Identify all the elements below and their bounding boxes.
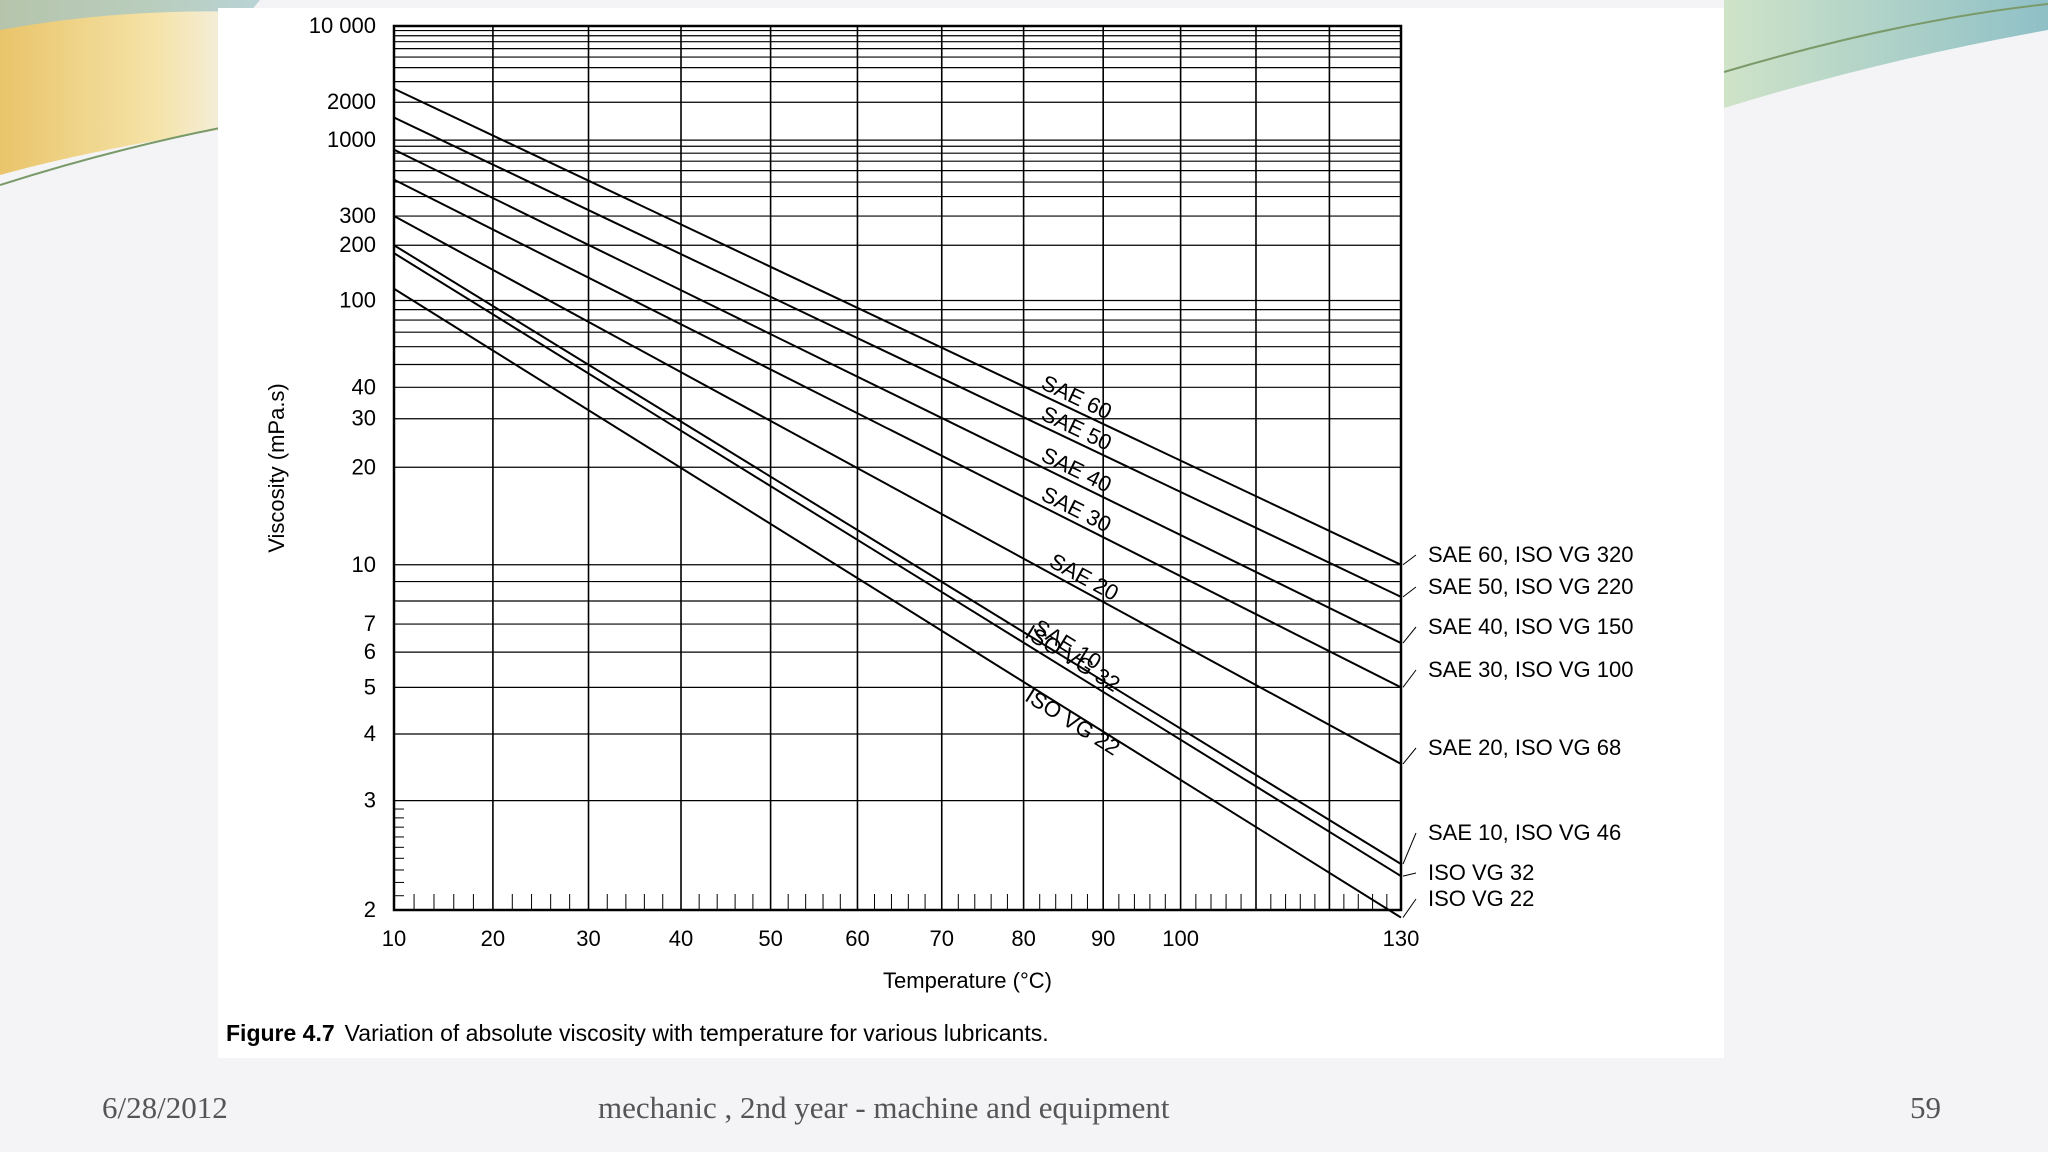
series-line-sae-60 xyxy=(393,87,1402,566)
x-tick-label: 30 xyxy=(576,926,600,951)
x-tick-label: 100 xyxy=(1162,926,1199,951)
y-tick-label: 10 xyxy=(352,552,376,577)
series-line-sae-50 xyxy=(393,116,1402,598)
x-tick-label: 60 xyxy=(845,926,869,951)
y-tick-label: 5 xyxy=(364,674,376,699)
x-tick-label: 130 xyxy=(1383,926,1420,951)
footer-date: 6/28/2012 xyxy=(102,1090,228,1125)
x-axis-title: Temperature (°C) xyxy=(883,968,1052,993)
figure-title: Variation of absolute viscosity with tem… xyxy=(344,1020,1049,1046)
footer-page-number: 59 xyxy=(1910,1090,1941,1125)
viscosity-chart: 10 20 30 40 50 60 70 80 90 100 130 10 000 2000 1000 30… xyxy=(264,13,1633,993)
series-line-sae-10 xyxy=(393,244,1402,865)
series-line-iso-vg-32 xyxy=(393,252,1402,877)
y-tick-label: 40 xyxy=(352,374,376,399)
series-legend-label: SAE 20, ISO VG 68 xyxy=(1428,735,1621,760)
y-axis-title: Viscosity (mPa.s) xyxy=(264,383,289,553)
series-legend-label: ISO VG 22 xyxy=(1428,886,1534,911)
y-tick-label: 300 xyxy=(339,203,376,228)
y-tick-label: 20 xyxy=(352,454,376,479)
y-tick-label: 100 xyxy=(339,288,376,313)
series-legend-label: ISO VG 32 xyxy=(1428,860,1534,885)
chart-series xyxy=(393,87,1402,919)
x-tick-label: 50 xyxy=(758,926,782,951)
chart-labels: 10 20 30 40 50 60 70 80 90 100 130 10 000 2000 1000 30… xyxy=(264,13,1633,993)
legend-leader-line xyxy=(1402,669,1417,688)
y-tick-label: 2000 xyxy=(327,89,376,114)
series-legend-label: SAE 10, ISO VG 46 xyxy=(1428,820,1621,845)
series-legend-label: SAE 50, ISO VG 220 xyxy=(1428,574,1633,599)
footer-title: mechanic , 2nd year - machine and equipm… xyxy=(598,1090,1170,1125)
y-tick-label: 3 xyxy=(364,788,376,813)
legend-leader-line xyxy=(1402,554,1417,566)
y-tick-label: 7 xyxy=(364,611,376,636)
series-legend-label: SAE 40, ISO VG 150 xyxy=(1428,614,1633,639)
right-accent-line xyxy=(1723,3,2048,73)
series-legend-label: SAE 30, ISO VG 100 xyxy=(1428,657,1633,682)
figure-number: Figure 4.7 xyxy=(226,1020,335,1046)
x-tick-label: 80 xyxy=(1011,926,1035,951)
series-line-sae-40 xyxy=(393,148,1402,644)
x-tick-label: 40 xyxy=(669,926,693,951)
legend-leader-line xyxy=(1402,872,1417,877)
figure-panel: 10 20 30 40 50 60 70 80 90 100 130 10 000 2000 1000 30… xyxy=(218,8,1724,1058)
series-legend-label: SAE 60, ISO VG 320 xyxy=(1428,542,1633,567)
series-line-sae-30 xyxy=(393,178,1402,689)
y-tick-label: 1000 xyxy=(327,127,376,152)
right-swoosh xyxy=(1724,0,2048,108)
plot-frame xyxy=(392,24,1403,912)
series-line-iso-vg-22 xyxy=(393,287,1402,919)
y-tick-label: 200 xyxy=(339,232,376,257)
x-tick-label: 20 xyxy=(481,926,505,951)
figure-caption: Figure 4.7 Variation of absolute viscosit… xyxy=(226,1020,1049,1047)
y-tick-label: 4 xyxy=(364,721,376,746)
x-tick-label: 70 xyxy=(930,926,954,951)
legend-leader-line xyxy=(1402,898,1417,918)
chart-grid xyxy=(392,24,1403,912)
legend-leader-line xyxy=(1402,586,1417,598)
x-tick-label: 90 xyxy=(1091,926,1115,951)
x-tick-label: 10 xyxy=(382,926,406,951)
y-tick-label: 10 000 xyxy=(309,13,376,38)
left-swoosh xyxy=(0,0,260,175)
y-tick-label: 2 xyxy=(364,897,376,922)
legend-leader-line xyxy=(1402,832,1417,865)
legend-leader-line xyxy=(1402,626,1417,644)
series-line-sae-20 xyxy=(393,215,1402,765)
left-accent-line xyxy=(0,127,221,186)
y-tick-label: 6 xyxy=(364,639,376,664)
legend-leader-line xyxy=(1402,747,1417,765)
left-swoosh-top xyxy=(0,0,260,30)
y-tick-label: 30 xyxy=(352,406,376,431)
